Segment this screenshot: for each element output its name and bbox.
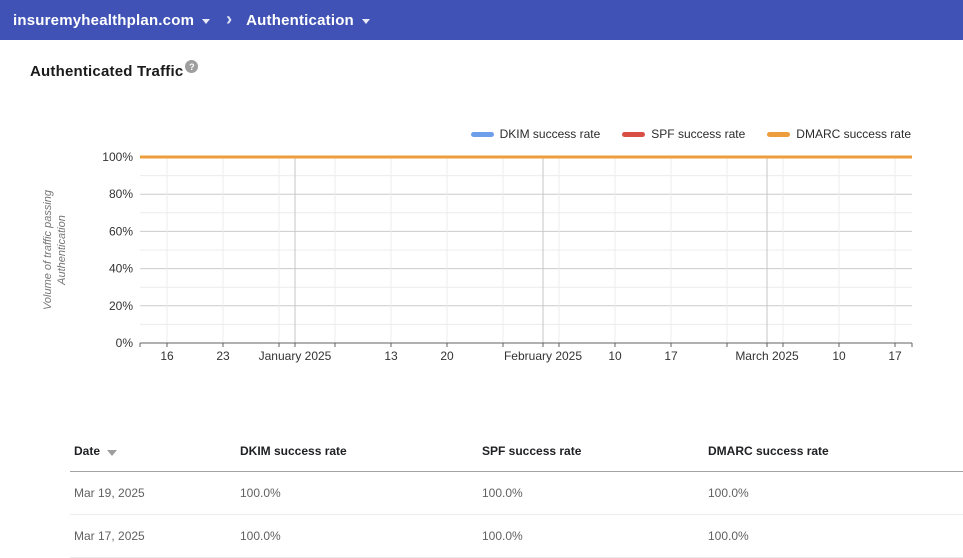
y-tick-label: 60% <box>109 224 133 238</box>
column-header-label: DMARC success rate <box>708 444 829 458</box>
help-icon[interactable]: ? <box>185 60 199 73</box>
legend-label: DMARC success rate <box>796 127 911 141</box>
section-selector-dropdown[interactable]: Authentication <box>246 12 370 29</box>
value-cell: 100.0% <box>236 471 478 515</box>
column-header-label: SPF success rate <box>482 444 582 458</box>
value-cell: 100.0% <box>236 514 478 558</box>
value-cell: 100.0% <box>704 514 963 558</box>
x-tick-label: 10 <box>608 349 622 363</box>
column-header-dkim-success-rate[interactable]: DKIM success rate <box>236 432 478 472</box>
x-tick-label: 23 <box>216 349 230 363</box>
top-navigation-bar: insuremyhealthplan.com › Authentication <box>0 0 963 40</box>
page-title: Authenticated Traffic <box>30 63 184 80</box>
traffic-table: Date DKIM success rate SPF success rate DMA… <box>70 432 963 558</box>
legend-swatch-icon <box>470 131 494 137</box>
legend-item-dkim-success-rate: DKIM success rate <box>470 127 601 141</box>
value-cell: 100.0% <box>704 471 963 515</box>
y-tick-label: 80% <box>109 187 133 201</box>
x-tick-label: 13 <box>384 349 398 363</box>
date-cell: Mar 19, 2025 <box>70 471 236 515</box>
column-header-date[interactable]: Date <box>70 432 236 472</box>
y-axis-title: Authentication <box>56 215 68 286</box>
x-tick-label: March 2025 <box>735 349 799 363</box>
authenticated-traffic-chart: 0% 20% 40% 60% 80% 100% 16 23 January 2025 13 20 Fe… <box>42 150 913 363</box>
chevron-down-icon <box>361 19 370 24</box>
x-tick-label: 10 <box>832 349 846 363</box>
column-header-label: DKIM success rate <box>240 444 347 458</box>
domain-selector-dropdown[interactable]: insuremyhealthplan.com <box>13 11 211 29</box>
x-tick-label: 17 <box>888 349 902 363</box>
table-row: Mar 19, 2025 100.0% 100.0% 100.0% <box>70 471 963 515</box>
column-header-spf-success-rate[interactable]: SPF success rate <box>478 432 704 472</box>
traffic-table-container: Date DKIM success rate SPF success rate DMA… <box>70 432 963 558</box>
y-axis-title: Volume of traffic passing <box>42 189 54 310</box>
table-row: Mar 17, 2025 100.0% 100.0% 100.0% <box>70 514 963 558</box>
table-header-row: Date DKIM success rate SPF success rate DMA… <box>70 432 963 472</box>
legend-item-dmarc-success-rate: DMARC success rate <box>767 127 911 141</box>
chevron-down-icon <box>202 19 211 24</box>
column-header-label: Date <box>74 444 101 458</box>
x-tick-label: January 2025 <box>259 349 332 363</box>
legend-label: SPF success rate <box>651 127 746 141</box>
sort-desc-icon <box>107 450 118 456</box>
legend-swatch-icon <box>622 131 646 137</box>
page-title-row: Authenticated Traffic ? <box>30 60 199 80</box>
x-tick-label: 17 <box>664 349 678 363</box>
date-cell: Mar 17, 2025 <box>70 514 236 558</box>
x-tick-label: 16 <box>160 349 174 363</box>
legend-label: DKIM success rate <box>499 127 601 141</box>
breadcrumb-chevron-icon: › <box>226 9 233 29</box>
section-selector-label: Authentication <box>246 11 354 29</box>
chart-legend: DKIM success rate SPF success rate DMARC s… <box>470 127 911 141</box>
y-tick-label: 0% <box>116 336 134 350</box>
x-tick-label: 20 <box>440 349 454 363</box>
y-tick-label: 20% <box>109 299 133 313</box>
value-cell: 100.0% <box>478 471 704 515</box>
column-header-dmarc-success-rate[interactable]: DMARC success rate <box>704 432 963 472</box>
value-cell: 100.0% <box>478 514 704 558</box>
x-tick-label: February 2025 <box>504 349 582 363</box>
domain-selector-label: insuremyhealthplan.com <box>13 11 195 29</box>
legend-item-spf-success-rate: SPF success rate <box>622 127 745 141</box>
legend-swatch-icon <box>767 131 791 137</box>
y-tick-label: 100% <box>102 150 133 164</box>
y-tick-label: 40% <box>109 262 133 276</box>
